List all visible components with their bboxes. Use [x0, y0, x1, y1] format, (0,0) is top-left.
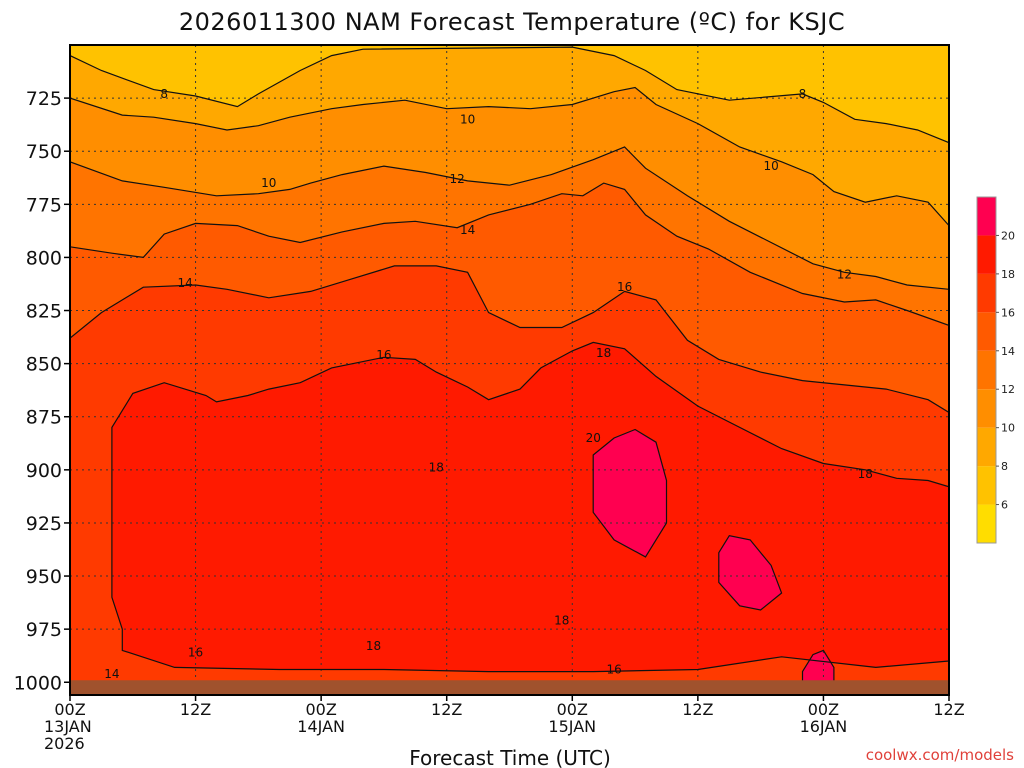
contour-label: 16	[617, 280, 632, 294]
y-tick-label: 825	[26, 301, 62, 323]
x-tick-label: 2026	[44, 734, 85, 753]
colorbar-swatch	[977, 197, 996, 236]
colorbar-border	[976, 196, 997, 544]
colorbar-label: 16	[1001, 306, 1015, 319]
x-tick-label: 12Z	[431, 700, 462, 719]
contour-label: 8	[799, 87, 807, 101]
contour-label: 18	[366, 639, 381, 653]
colorbar-swatch	[977, 273, 996, 313]
colorbar-label: 8	[1001, 460, 1008, 473]
contour-label: 16	[376, 348, 391, 362]
credit-text: coolwx.com/models	[866, 746, 1014, 764]
contour-label: 16	[188, 646, 203, 660]
plot-frame	[69, 44, 950, 696]
colorbar-swatch	[977, 504, 996, 543]
contour-line-14c	[70, 182, 949, 326]
colorbar-label: 18	[1001, 268, 1015, 281]
x-tick-label: 12Z	[180, 700, 211, 719]
x-tick-label: 00Z	[808, 700, 839, 719]
x-tick-label: 12Z	[933, 700, 964, 719]
contour-label: 10	[763, 159, 778, 173]
x-tick-label: 00Z	[305, 700, 336, 719]
colorbar-label: 12	[1001, 383, 1015, 396]
contour-line-20c	[592, 428, 668, 558]
colorbar-label: 14	[1001, 345, 1015, 358]
contour-label: 18	[858, 467, 873, 481]
y-tick-label: 725	[26, 88, 62, 110]
colorbar-swatch	[977, 312, 996, 351]
x-tick-label: 00Z	[54, 700, 85, 719]
ground-surface	[70, 680, 949, 695]
y-tick-label: 1000	[14, 672, 62, 694]
contour-line-8c	[70, 46, 949, 144]
colorbar: 6 8 10 12 14 16 18 20	[976, 196, 1015, 544]
colorbar-swatch	[977, 466, 996, 505]
x-tick-label: 16JAN	[800, 717, 848, 736]
contour-label: 18	[554, 614, 569, 628]
contour-line-16c	[70, 265, 949, 414]
contour-label: 16	[607, 663, 622, 677]
x-tick-label: 13JAN	[44, 717, 92, 736]
y-tick-label: 800	[26, 247, 62, 269]
contour-label: 12	[837, 267, 852, 281]
contour-label: 18	[596, 346, 611, 360]
x-tick-label: 12Z	[682, 700, 713, 719]
colorbar-swatch	[977, 350, 996, 390]
contour-label: 14	[460, 223, 475, 237]
y-tick-label: 925	[26, 513, 62, 535]
colorbar-swatch	[977, 235, 996, 274]
y-tick-label: 750	[26, 141, 62, 163]
temperature-fill-layer	[70, 45, 949, 695]
x-tick-label: 15JAN	[548, 717, 596, 736]
contour-label: 10	[460, 112, 475, 126]
contour-line-18c	[111, 341, 949, 673]
x-axis-label: Forecast Time (UTC)	[409, 746, 611, 768]
y-tick-label: 900	[26, 460, 62, 482]
colorbar-swatch	[977, 389, 996, 428]
contour-line-10c	[70, 86, 949, 226]
colorbar-label: 10	[1001, 422, 1015, 435]
contour-label: 10	[261, 176, 276, 190]
contour-labels: 8 8 10 10 10 12 12 14 14 14 16 16 16 16 18 18 18 18 18 20	[104, 87, 873, 681]
contour-line-20c	[718, 535, 783, 611]
chart-title: 2026011300 NAM Forecast Temperature (ºC)…	[179, 8, 845, 36]
y-tick-label: 850	[26, 354, 62, 376]
contour-lines	[70, 46, 949, 690]
y-tick-label: 975	[26, 619, 62, 641]
y-tick-label: 775	[26, 194, 62, 216]
fill-band-20c	[718, 535, 782, 610]
x-tick-label: 00Z	[557, 700, 588, 719]
x-tick-label: 14JAN	[297, 717, 345, 736]
contour-line-12c	[70, 146, 949, 290]
contour-label: 20	[586, 431, 601, 445]
y-tick-label: 950	[26, 566, 62, 588]
colorbar-label: 20	[1001, 229, 1015, 242]
colorbar-swatch	[977, 427, 996, 467]
contour-label: 8	[160, 87, 168, 101]
y-axis: 725 750 775 800 825 850 875 900 925 950 975 1000	[14, 88, 70, 694]
contour-label: 12	[450, 172, 465, 186]
fill-band-20c	[593, 429, 667, 557]
contour-label: 18	[429, 461, 444, 475]
contour-label: 14	[177, 276, 192, 290]
contour-label: 14	[104, 667, 119, 681]
y-tick-label: 875	[26, 407, 62, 429]
colorbar-label: 6	[1001, 499, 1008, 512]
